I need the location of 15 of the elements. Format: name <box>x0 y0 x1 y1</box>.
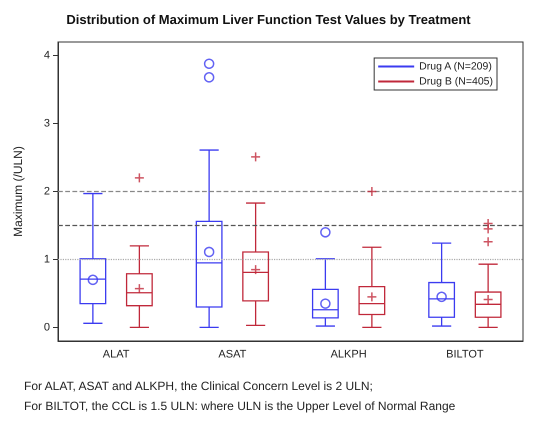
y-tick-label: 3 <box>44 118 50 130</box>
y-tick-label: 0 <box>44 321 50 334</box>
text: For BILTOT, the CCL is 1.5 ULN: where ULN is the Upper Level of Normal Range <box>24 399 456 413</box>
y-axis-title: Maximum (/ULN) <box>11 146 25 237</box>
chart-title: Distribution of Maximum Liver Function Test Values by Treatment <box>66 12 472 27</box>
x-tick-label: BILTOT <box>446 348 484 360</box>
legend-label: Drug A (N=209) <box>419 60 492 72</box>
y-tick-label: 2 <box>44 186 50 198</box>
x-tick-label: ALKPH <box>330 348 367 360</box>
text: For ALAT, ASAT and ALKPH, the Clinical Concern Level is 2 ULN; <box>24 379 373 393</box>
x-tick-label: ASAT <box>218 348 247 360</box>
x-tick-label: ALAT <box>102 348 130 360</box>
y-tick-label: 1 <box>44 253 50 266</box>
y-tick-label: 4 <box>44 50 50 62</box>
legend-label: Drug B (N=405) <box>419 76 494 88</box>
